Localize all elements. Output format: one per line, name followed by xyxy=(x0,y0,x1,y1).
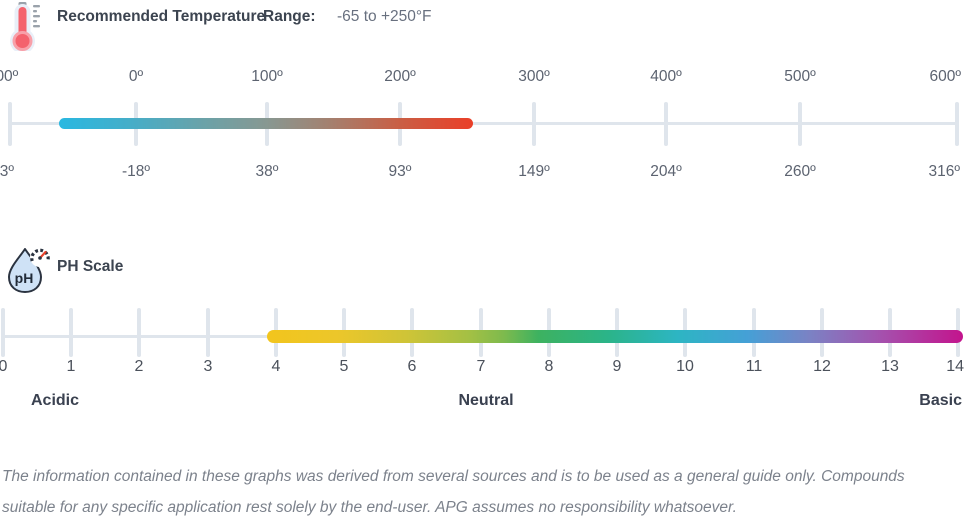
temp-f-label: 100º xyxy=(251,68,283,85)
ph-tick xyxy=(1,308,5,357)
ph-tick-label: 14 xyxy=(946,358,964,375)
ph-tick-label: 8 xyxy=(544,358,554,375)
ph-tick-label: 12 xyxy=(813,358,831,375)
ph-zone-basic: Basic xyxy=(919,392,962,409)
temp-c-label: 316º xyxy=(928,163,960,180)
ph-title: PH Scale xyxy=(57,258,124,275)
ph-tick-label: 2 xyxy=(134,358,144,375)
temp-tick xyxy=(664,102,668,146)
temp-c-label: -73º xyxy=(0,163,15,180)
temp-c-label: 149º xyxy=(518,163,550,180)
ph-tick-label: 11 xyxy=(745,358,763,375)
ph-tick xyxy=(206,308,210,357)
temp-tick xyxy=(798,102,802,146)
ph-zone-neutral: Neutral xyxy=(458,392,514,409)
ph-tick-label: 9 xyxy=(612,358,622,375)
ph-tick-label: 7 xyxy=(476,358,486,375)
ph-tick-label: 13 xyxy=(881,358,899,375)
ph-tick-label: 5 xyxy=(339,358,349,375)
temp-f-label: 200º xyxy=(384,68,416,85)
temp-tick xyxy=(532,102,536,146)
ph-zone-acidic: Acidic xyxy=(31,392,80,409)
temp-f-label: 300º xyxy=(518,68,550,85)
ph-tick-label: 0 xyxy=(0,358,8,375)
ph-tick-label: 10 xyxy=(676,358,694,375)
ph-tick-label: 6 xyxy=(407,358,417,375)
temperature-axis xyxy=(10,122,957,125)
temp-c-label: 204º xyxy=(650,163,682,180)
temp-c-label: 93º xyxy=(388,163,412,180)
ph-tick-label: 4 xyxy=(271,358,281,375)
temp-c-label: 260º xyxy=(784,163,816,180)
temp-c-label: -18º xyxy=(121,163,151,180)
ph-tick-label: 1 xyxy=(66,358,76,375)
temp-c-label: 38º xyxy=(255,163,279,180)
temperature-range-label: Range: xyxy=(263,8,316,25)
disclaimer-text: The information contained in these graph… xyxy=(2,468,905,516)
ph-tick-label: 3 xyxy=(203,358,213,375)
temperature-range-value: -65 to +250°F xyxy=(337,8,432,25)
svg-text:pH: pH xyxy=(15,270,34,286)
temperature-title: Recommended Temperature xyxy=(57,8,266,25)
ph-drop-icon: pH xyxy=(5,246,51,294)
temp-f-label: -100º xyxy=(0,68,19,85)
temp-f-label: 400º xyxy=(650,68,682,85)
ph-tick xyxy=(69,308,73,357)
temp-f-label: 0º xyxy=(128,68,144,85)
ph-tick xyxy=(137,308,141,357)
temp-tick xyxy=(955,102,959,146)
temperature-range-bar xyxy=(59,118,473,129)
thermometer-icon xyxy=(6,1,52,54)
temp-f-label: 600º xyxy=(929,68,961,85)
ph-range-bar xyxy=(267,330,963,343)
temp-tick xyxy=(8,102,12,146)
temp-f-label: 500º xyxy=(784,68,816,85)
